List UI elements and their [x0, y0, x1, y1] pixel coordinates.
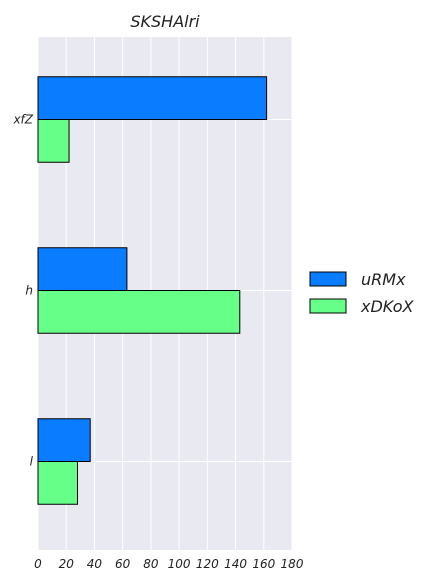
x-tick-label: 80 — [143, 557, 159, 571]
x-tick-label: 40 — [87, 557, 103, 571]
x-tick-label: 160 — [252, 557, 275, 571]
y-tick-label: xfZ — [12, 113, 33, 127]
x-tick-labels: 0 20 40 60 80 100 120 140 160 180 — [34, 557, 304, 571]
bars — [37, 76, 268, 505]
x-tick-label: 120 — [196, 557, 219, 571]
bar-uRMx-xfZ — [37, 76, 268, 120]
chart-title: SKSHAlri — [130, 12, 200, 31]
y-tick-label: l — [30, 455, 34, 469]
x-tick-label: 60 — [115, 557, 131, 571]
bar-uRMx-l — [37, 418, 91, 462]
x-tick-label: 100 — [168, 557, 191, 571]
bar-xDKoX-h — [37, 290, 241, 334]
x-tick-label: 180 — [281, 557, 304, 571]
bar-xDKoX-xfZ — [37, 119, 70, 163]
x-tick-label: 140 — [224, 557, 247, 571]
x-tick-label: 0 — [34, 557, 42, 571]
bar-xDKoX-l — [37, 461, 79, 505]
legend-swatch-uRMx — [309, 271, 347, 287]
legend-swatch-xDKoX — [309, 298, 347, 314]
y-tick-label: h — [25, 284, 33, 298]
legend-label-xDKoX: xDKoX — [360, 297, 415, 316]
legend-label-uRMx: uRMx — [361, 270, 406, 289]
bar-uRMx-h — [37, 247, 128, 291]
legend: uRMx xDKoX — [309, 270, 415, 316]
y-tick-labels: xfZ h l — [12, 113, 33, 469]
x-tick-label: 20 — [59, 557, 75, 571]
